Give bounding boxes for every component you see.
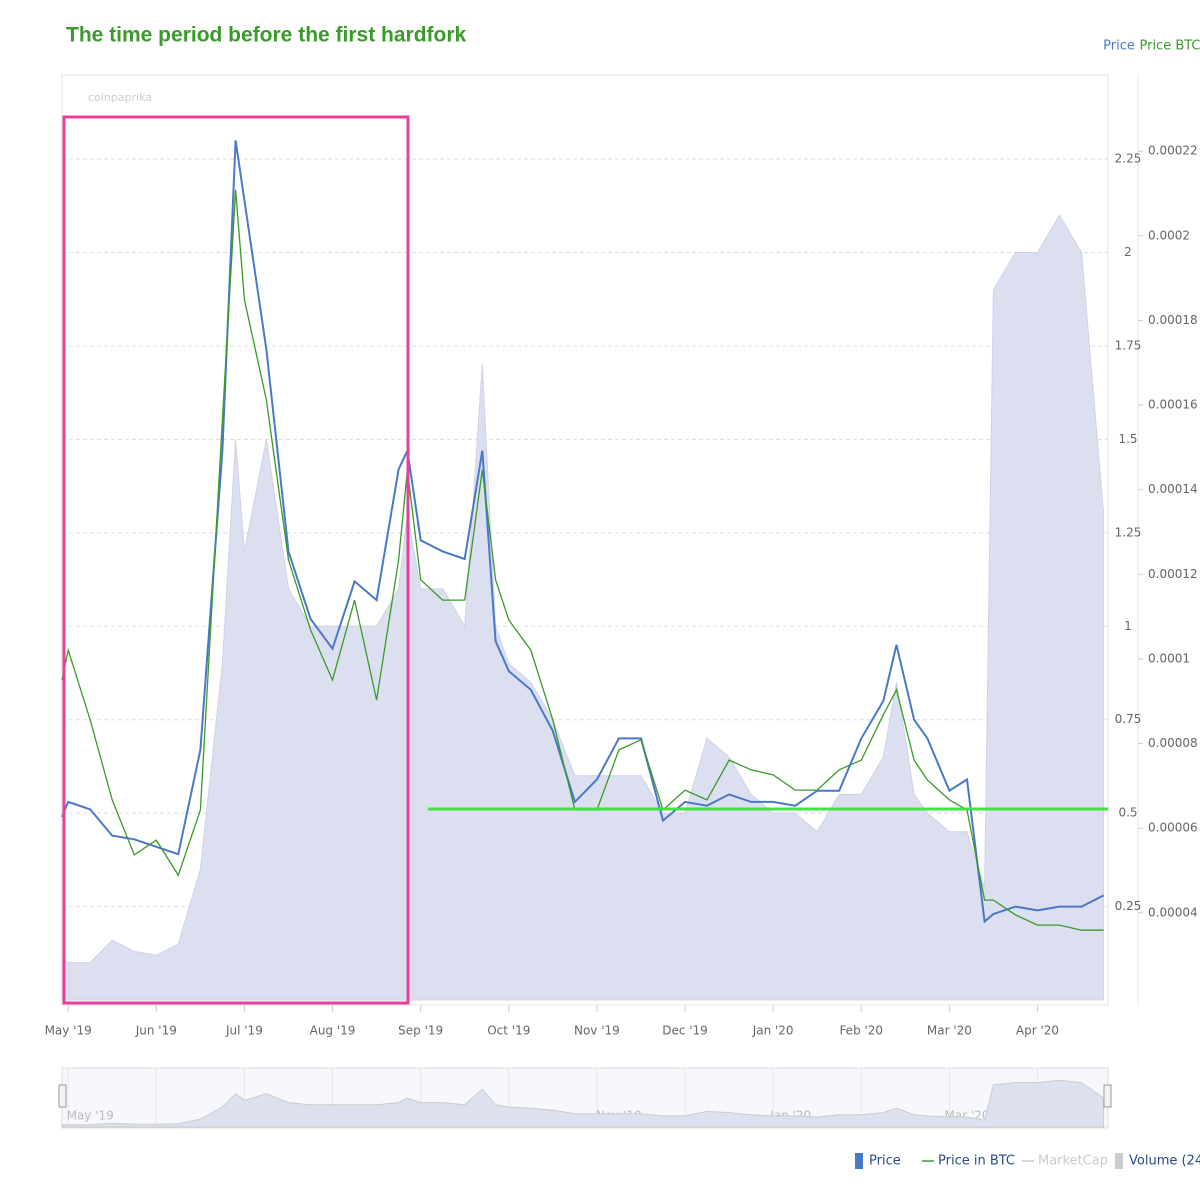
- legend: Price Price in BTC MarketCap Volume (24h): [855, 1153, 1200, 1169]
- navigator-volume: [61, 1079, 1105, 1128]
- x-tick-label: Feb '20: [839, 1024, 883, 1038]
- x-tick-label: Aug '19: [310, 1024, 356, 1038]
- watermark: coinpaprika: [88, 91, 152, 104]
- legend-symbol: [855, 1153, 863, 1169]
- x-tick-label: Jan '20: [752, 1024, 794, 1038]
- legend-label[interactable]: Volume (24h): [1129, 1154, 1200, 1169]
- y2-tick-label: 0.00014: [1148, 482, 1198, 496]
- plot-area: [61, 140, 1108, 1001]
- x-tick-label: Jun '19: [135, 1024, 177, 1038]
- y-tick-label: 0.75: [1115, 712, 1142, 726]
- y2-tick-label: 0.00016: [1148, 398, 1198, 412]
- x-tick-label: Mar '20: [927, 1024, 972, 1038]
- y-tick-label: 1: [1124, 619, 1132, 633]
- legend-label[interactable]: MarketCap: [1038, 1154, 1108, 1169]
- y-tick-label: 2: [1124, 245, 1132, 259]
- y2-tick-label: 0.00022: [1148, 144, 1198, 158]
- x-tick-label: May '19: [45, 1024, 92, 1038]
- y2-tick-label: 0.00004: [1148, 905, 1198, 919]
- navigator-handle[interactable]: [1103, 1084, 1112, 1108]
- series-line: [61, 189, 1104, 931]
- legend-symbol: [1115, 1153, 1123, 1169]
- y2-tick-label: 0.0001: [1148, 651, 1190, 665]
- x-tick-label: Dec '19: [662, 1024, 708, 1038]
- x-tick-label: Sep '19: [398, 1024, 443, 1038]
- y2-tick-label: 0.00012: [1148, 567, 1198, 581]
- highlight-box: [62, 115, 410, 1005]
- navigator-handle[interactable]: [58, 1084, 67, 1108]
- y-tick-label: 1.75: [1115, 338, 1142, 352]
- y-tick-label: 2.25: [1115, 152, 1142, 166]
- y2-axis-label: Price BTC: [1139, 39, 1200, 54]
- y-tick-label: 1.5: [1118, 432, 1137, 446]
- y2-tick-label: 0.00018: [1148, 313, 1198, 327]
- legend-label[interactable]: Price in BTC: [938, 1154, 1015, 1169]
- y2-tick-label: 0.00006: [1148, 821, 1198, 835]
- y2-tick-label: 0.00008: [1148, 736, 1198, 750]
- x-tick-label: Jul '19: [225, 1024, 263, 1038]
- y2-tick-label: 0.0002: [1148, 228, 1190, 242]
- y-axis-label: Price: [1103, 39, 1135, 54]
- x-tick-label: Apr '20: [1016, 1024, 1059, 1038]
- chart-title: The time period before the first hardfor…: [66, 24, 467, 47]
- plot-frame: [61, 74, 1109, 1006]
- y-tick-label: 1.25: [1115, 525, 1142, 539]
- x-tick-label: Oct '19: [487, 1024, 530, 1038]
- y-tick-label: 0.5: [1118, 806, 1137, 820]
- legend-label[interactable]: Price: [869, 1154, 901, 1169]
- navigator-label: May '19: [67, 1109, 114, 1123]
- x-tick-label: Nov '19: [574, 1024, 620, 1038]
- volume-area: [61, 214, 1105, 1001]
- y-tick-label: 0.25: [1115, 899, 1142, 913]
